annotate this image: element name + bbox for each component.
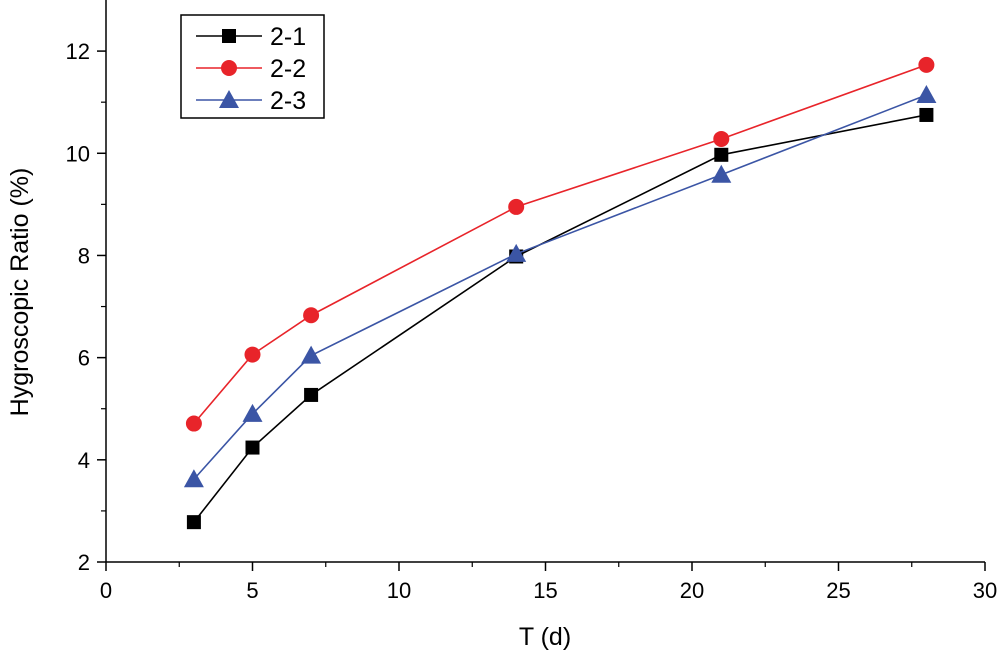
data-point: [183, 469, 204, 488]
series-line: [193, 114, 927, 523]
y-tick-label: 8: [78, 243, 90, 268]
legend-box: [180, 14, 325, 119]
data-point: [713, 130, 730, 147]
data-point: [916, 85, 937, 104]
series-2-1: [186, 107, 934, 530]
legend-label: 2-2: [270, 55, 306, 83]
data-point: [714, 147, 729, 162]
legend-item-2-1: 2-1: [196, 23, 306, 51]
data-point: [185, 415, 202, 432]
x-tick-label: 15: [533, 578, 557, 603]
series-layer: [183, 56, 937, 530]
y-axis-title: Hygroscopic Ratio (%): [6, 168, 34, 417]
data-point: [245, 440, 260, 455]
legend-label: 2-1: [270, 23, 306, 51]
series-line: [193, 64, 927, 425]
data-point: [242, 403, 263, 422]
ticks: 0 5 10 15 20 25 30 2 4 6 8 10 12: [66, 39, 998, 603]
data-point: [304, 387, 319, 402]
y-tick-label: 10: [66, 141, 90, 166]
x-tick-label: 10: [387, 578, 411, 603]
x-tick-label: 5: [246, 578, 258, 603]
x-tick-label: 30: [973, 578, 997, 603]
legend-item-2-2: 2-2: [196, 55, 306, 83]
x-tick-label: 0: [100, 578, 112, 603]
data-point: [186, 515, 201, 530]
series-2-2: [185, 56, 935, 432]
legend: 2-1 2-2 2-3: [180, 14, 325, 119]
data-point: [919, 107, 934, 122]
data-point: [506, 243, 527, 262]
x-tick-label: 20: [680, 578, 704, 603]
series-line: [193, 94, 927, 480]
legend-marker: [219, 90, 239, 108]
data-point: [303, 307, 320, 324]
data-point: [508, 198, 525, 215]
series-2-3: [183, 85, 937, 488]
y-tick-label: 4: [78, 448, 90, 473]
legend-item-2-3: 2-3: [196, 87, 306, 115]
data-point: [244, 346, 261, 363]
y-tick-label: 2: [78, 550, 90, 575]
x-tick-label: 25: [826, 578, 850, 603]
x-axis-title: T (d): [519, 623, 571, 651]
legend-marker: [221, 60, 237, 76]
y-tick-label: 12: [66, 39, 90, 64]
legend-label: 2-3: [270, 87, 306, 115]
legend-marker: [222, 29, 236, 43]
data-point: [918, 56, 935, 73]
data-point: [711, 164, 732, 183]
y-tick-label: 6: [78, 346, 90, 371]
data-point: [301, 345, 322, 364]
